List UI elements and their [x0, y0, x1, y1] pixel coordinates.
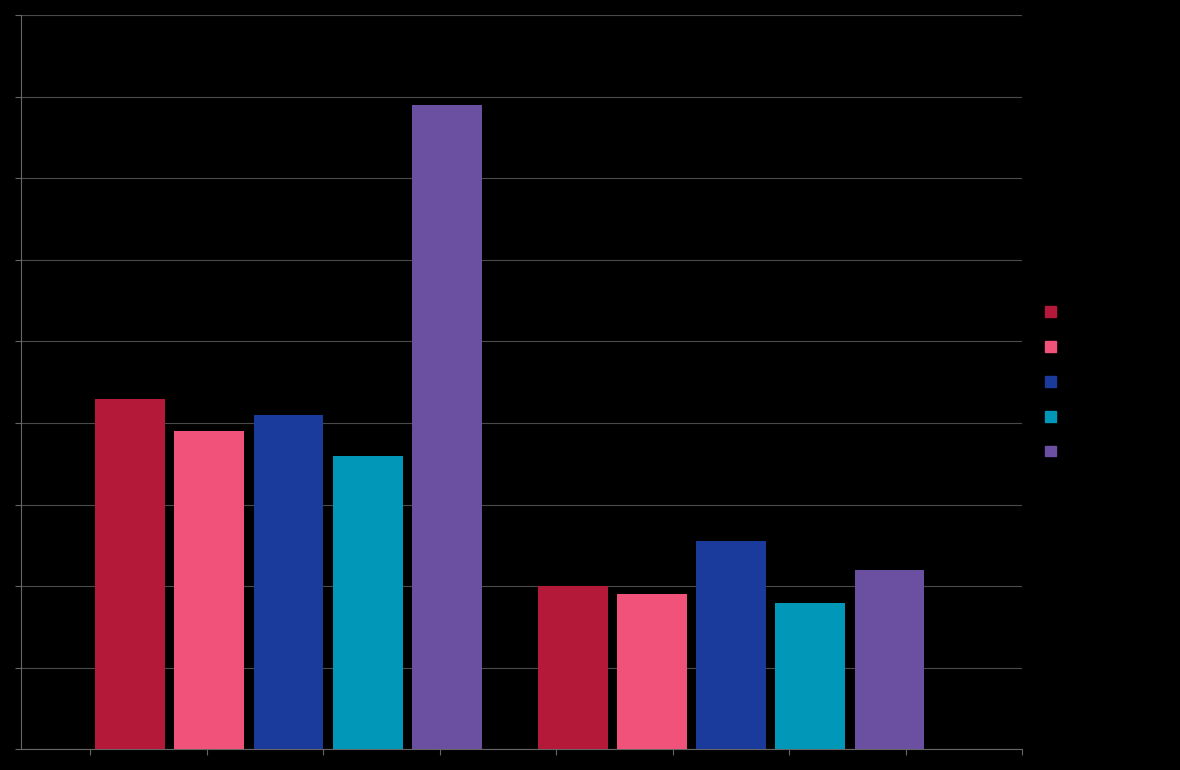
- Bar: [854, 570, 924, 749]
- Bar: [696, 541, 766, 749]
- Bar: [775, 603, 845, 749]
- Bar: [175, 431, 244, 749]
- Bar: [96, 399, 165, 749]
- Bar: [254, 415, 323, 749]
- Bar: [538, 586, 608, 749]
- Bar: [412, 105, 481, 749]
- Legend: , , , , : , , , ,: [1040, 300, 1066, 464]
- Bar: [333, 456, 402, 749]
- Bar: [617, 594, 687, 749]
